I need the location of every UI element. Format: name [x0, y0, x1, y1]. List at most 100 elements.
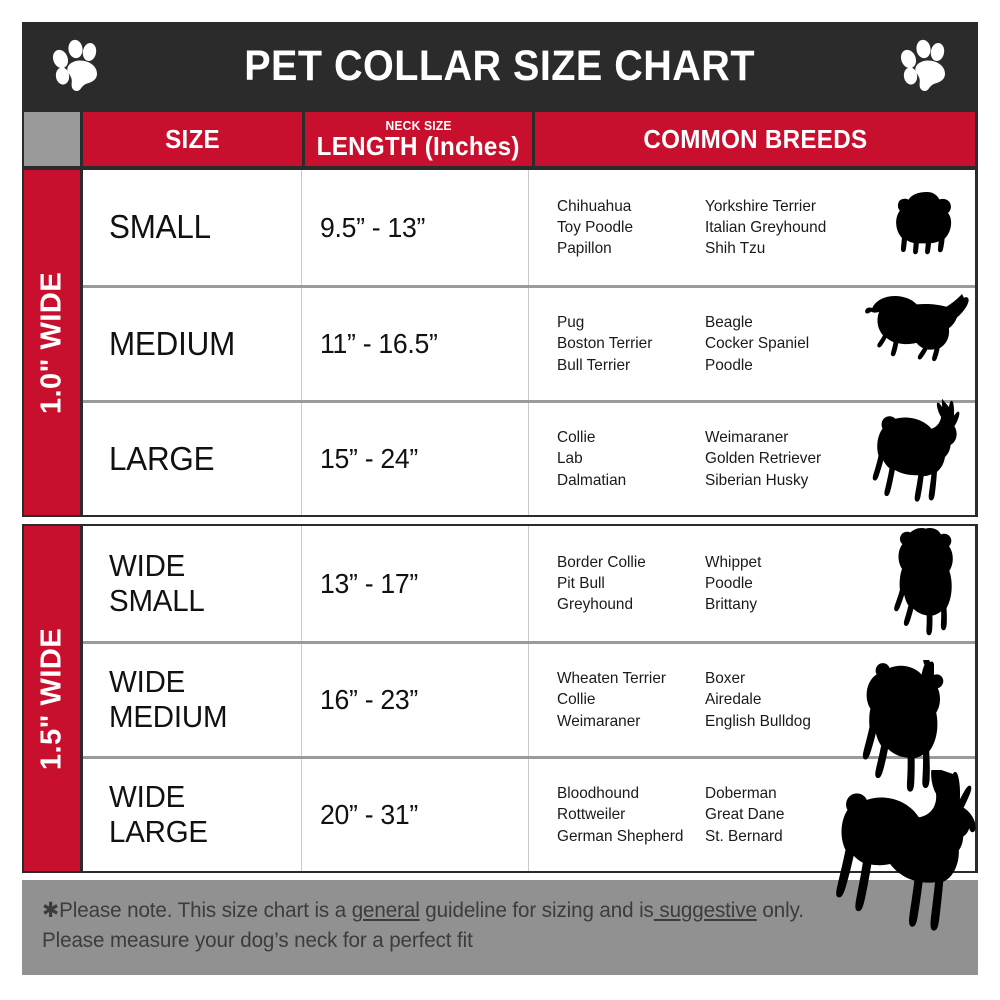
length-value: 20” - 31”	[320, 799, 418, 830]
breed-item: Siberian Husky	[705, 471, 809, 489]
section-rows: SMALL 9.5” - 13” Chihuahua Toy Poodle Pa…	[83, 170, 975, 515]
husky-silhouette-icon	[857, 397, 969, 515]
size-label-line2: SMALL	[109, 582, 205, 618]
breed-list-column-2: Boxer Airedale English Bulldog	[705, 668, 811, 732]
size-label-line1: WIDE	[109, 664, 186, 700]
length-value: 11” - 16.5”	[320, 328, 438, 359]
breed-item: Collie	[557, 429, 596, 447]
breed-item: English Bulldog	[705, 712, 811, 730]
breed-list-column-2: Weimaraner Golden Retriever Siberian Hus…	[705, 427, 821, 491]
bulldog-silhouette-icon	[869, 524, 965, 636]
breed-item: Border Collie	[557, 553, 646, 571]
breed-item: Golden Retriever	[705, 450, 822, 468]
breed-item: Italian Greyhound	[705, 218, 827, 236]
size-label: WIDE LARGE	[109, 779, 208, 849]
cell-length: 13” - 17”	[302, 526, 529, 641]
section-1-5-wide: 1.5" WIDE WIDE SMALL 13” - 17” Border Col…	[22, 524, 978, 873]
breed-list-column-2: Doberman Great Dane St. Bernard	[705, 783, 784, 847]
cell-size: MEDIUM	[83, 288, 302, 400]
breed-item: Greyhound	[557, 596, 634, 614]
breed-item: Papillon	[557, 240, 612, 258]
cell-size: WIDE SMALL	[83, 526, 302, 641]
size-label-line1: WIDE	[109, 547, 186, 583]
chart-body: 1.0" WIDE SMALL 9.5” - 13” Chihuahua	[22, 168, 978, 975]
paw-print-icon	[898, 36, 950, 97]
breed-list-column-2: Whippet Poodle Brittany	[705, 552, 761, 616]
breed-item: German Shepherd	[557, 827, 684, 845]
breed-item: Poodle	[705, 356, 753, 374]
disclaimer-text-b: guideline for sizing and is	[419, 899, 654, 922]
disclaimer-text-c: only.	[756, 899, 804, 922]
section-rows: WIDE SMALL 13” - 17” Border Collie Pit Bu…	[83, 526, 975, 871]
table-row[interactable]: WIDE SMALL 13” - 17” Border Collie Pit Bu…	[83, 526, 975, 641]
chart-header: PET COLLAR SIZE CHART	[22, 22, 978, 110]
disclaimer-underline-suggestive: suggestive	[653, 899, 757, 922]
breed-item: Beagle	[705, 314, 753, 332]
size-label: WIDE MEDIUM	[109, 664, 228, 734]
cell-length: 11” - 16.5”	[302, 288, 529, 400]
breed-item: Cocker Spaniel	[705, 335, 810, 353]
disclaimer-text-a: ✱Please note. This size chart is a	[42, 899, 352, 922]
breed-list-column-1: Border Collie Pit Bull Greyhound	[557, 552, 699, 616]
cell-breeds: Bloodhound Rottweiler German Shepherd Do…	[529, 759, 975, 871]
breed-item: Brittany	[705, 596, 758, 614]
breed-item: Chihuahua	[557, 197, 632, 215]
breed-item: Boston Terrier	[557, 335, 653, 353]
length-value: 13” - 17”	[320, 567, 418, 599]
breed-list-column-1: Bloodhound Rottweiler German Shepherd	[557, 783, 699, 847]
cell-size: WIDE MEDIUM	[83, 644, 302, 756]
breed-item: Lab	[557, 450, 583, 468]
breed-list-column-1: Chihuahua Toy Poodle Papillon	[557, 196, 699, 260]
cell-length: 16” - 23”	[302, 644, 529, 756]
column-header-breeds-label: COMMON BREEDS	[643, 123, 867, 154]
column-header-breeds: COMMON BREEDS	[535, 112, 975, 166]
cell-breeds: Wheaten Terrier Collie Weimaraner Boxer …	[529, 644, 975, 756]
disclaimer-underline-general: general	[351, 899, 420, 922]
pomeranian-silhouette-icon	[881, 184, 957, 270]
breed-item: Rottweiler	[557, 806, 626, 824]
breed-list-column-2: Beagle Cocker Spaniel Poodle	[705, 312, 809, 376]
breed-item: Whippet	[705, 553, 762, 571]
size-label-line2: MEDIUM	[109, 699, 228, 734]
cell-breeds: Pug Boston Terrier Bull Terrier Beagle C…	[529, 288, 975, 400]
table-row[interactable]: WIDE MEDIUM 16” - 23” Wheaten Terrier Col…	[83, 641, 975, 756]
breed-item: Yorkshire Terrier	[705, 197, 816, 215]
table-row[interactable]: WIDE LARGE 20” - 31” Bloodhound Rottweile…	[83, 756, 975, 871]
size-label: LARGE	[109, 439, 215, 477]
cell-length: 9.5” - 13”	[302, 170, 529, 285]
cell-size: LARGE	[83, 403, 302, 515]
column-header-length: NECK SIZE LENGTH (Inches)	[305, 112, 532, 166]
table-row[interactable]: LARGE 15” - 24” Collie Lab Dalmatian	[83, 397, 975, 515]
page-title: PET COLLAR SIZE CHART	[244, 41, 756, 90]
section-side-label-1-0-wide: 1.0" WIDE	[24, 170, 80, 515]
breed-item: Airedale	[705, 691, 762, 709]
size-label-line1: WIDE	[109, 779, 186, 815]
cell-length: 20” - 31”	[302, 759, 529, 871]
breed-item: St. Bernard	[705, 827, 783, 845]
breed-item: Doberman	[705, 785, 777, 803]
breed-item: Bloodhound	[557, 785, 640, 803]
length-value: 15” - 24”	[320, 443, 418, 474]
table-row[interactable]: MEDIUM 11” - 16.5” Pug Boston Terrier Bu…	[83, 285, 975, 400]
breed-item: Weimaraner	[705, 429, 789, 447]
column-header-size-label: SIZE	[165, 123, 220, 154]
column-header-length-kicker: NECK SIZE	[385, 117, 452, 133]
side-label-text: 1.0" WIDE	[35, 271, 68, 414]
cell-breeds: Chihuahua Toy Poodle Papillon Yorkshire …	[529, 170, 975, 285]
section-side-label-1-5-wide: 1.5" WIDE	[24, 526, 80, 871]
disclaimer-footer: ✱Please note. This size chart is a gener…	[22, 880, 978, 975]
breed-list-column-1: Wheaten Terrier Collie Weimaraner	[557, 668, 699, 732]
cell-breeds: Border Collie Pit Bull Greyhound Whippet…	[529, 526, 975, 641]
breed-item: Toy Poodle	[557, 218, 634, 236]
breed-list-column-1: Pug Boston Terrier Bull Terrier	[557, 312, 699, 376]
column-header-row: SIZE NECK SIZE LENGTH (Inches) COMMON BR…	[22, 110, 978, 168]
table-row[interactable]: SMALL 9.5” - 13” Chihuahua Toy Poodle Pa…	[83, 170, 975, 285]
breed-item: Pug	[557, 314, 585, 332]
disclaimer-line-1: ✱Please note. This size chart is a gener…	[42, 896, 940, 926]
section-1-0-wide: 1.0" WIDE SMALL 9.5” - 13” Chihuahua	[22, 168, 978, 517]
breed-item: Pit Bull	[557, 574, 605, 592]
size-label-line2: LARGE	[109, 814, 208, 849]
breed-item: Poodle	[705, 574, 753, 592]
beagle-silhouette-icon	[861, 294, 971, 374]
breed-item: Dalmatian	[557, 471, 627, 489]
